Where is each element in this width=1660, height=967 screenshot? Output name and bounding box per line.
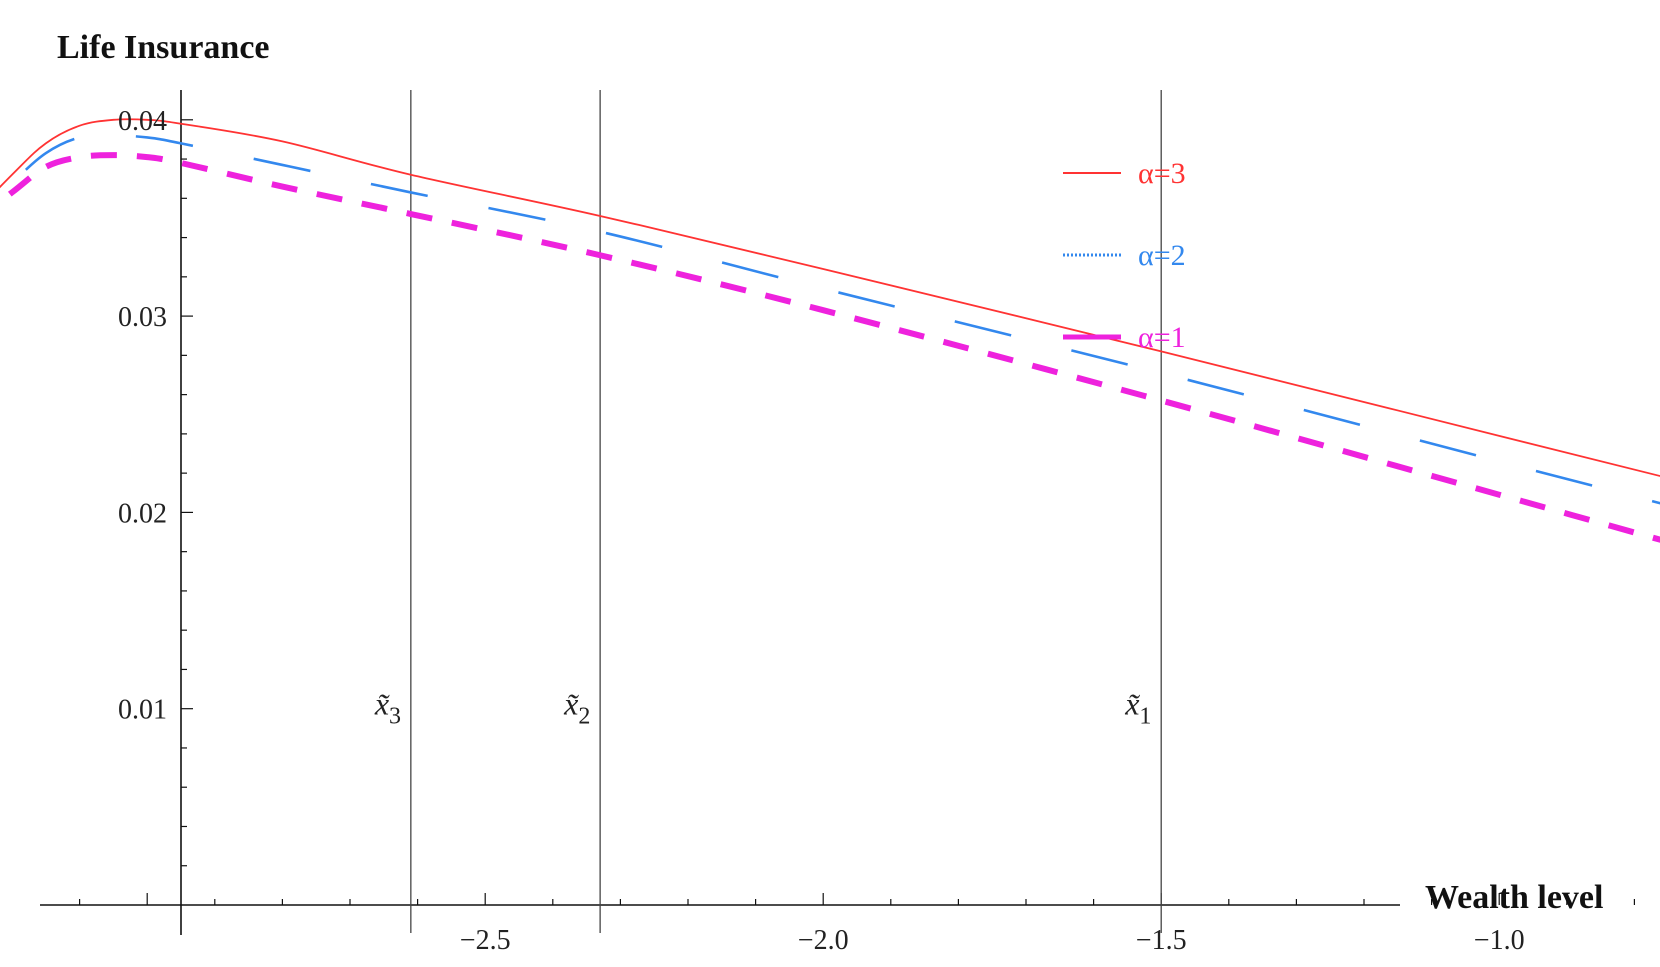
series-line-1 [0,118,1660,477]
legend-item: α=3 [1063,157,1186,190]
series-line-2 [0,134,1660,505]
legend-label: α=3 [1138,157,1186,190]
y-axis-title: Life Insurance [57,29,270,66]
axes [40,90,1636,935]
x-axis-title: Wealth level [1425,879,1603,916]
series-lines [0,118,1660,543]
y-tick-label: 0.01 [118,695,167,726]
y-tick-label: 0.02 [118,498,167,529]
vertical-marker-label: x̃1 [1124,686,1151,730]
x-tick-label: −2.5 [460,925,511,956]
legend: α=3 α=2 α=1 [1063,157,1186,354]
legend-item: α=2 [1063,239,1186,272]
x-tick-label: −1.5 [1136,925,1187,956]
y-tick-label: 0.04 [118,106,167,137]
legend-label: α=1 [1138,321,1186,354]
legend-item: α=1 [1063,321,1186,354]
legend-label: α=2 [1138,239,1186,272]
series-line-3 [0,152,1660,543]
vertical-marker-label: x̃3 [374,686,401,730]
x-tick-label: −1.0 [1474,925,1525,956]
y-tick-label: 0.03 [118,302,167,333]
vertical-markers: x̃3 x̃2 x̃1 [374,90,1162,933]
tick-labels: −2.5−2.0−1.5−1.0−0.50.00.50.010.020.030.… [118,106,1525,956]
x-tick-label: −2.0 [798,925,849,956]
vertical-marker-label: x̃2 [563,686,590,730]
